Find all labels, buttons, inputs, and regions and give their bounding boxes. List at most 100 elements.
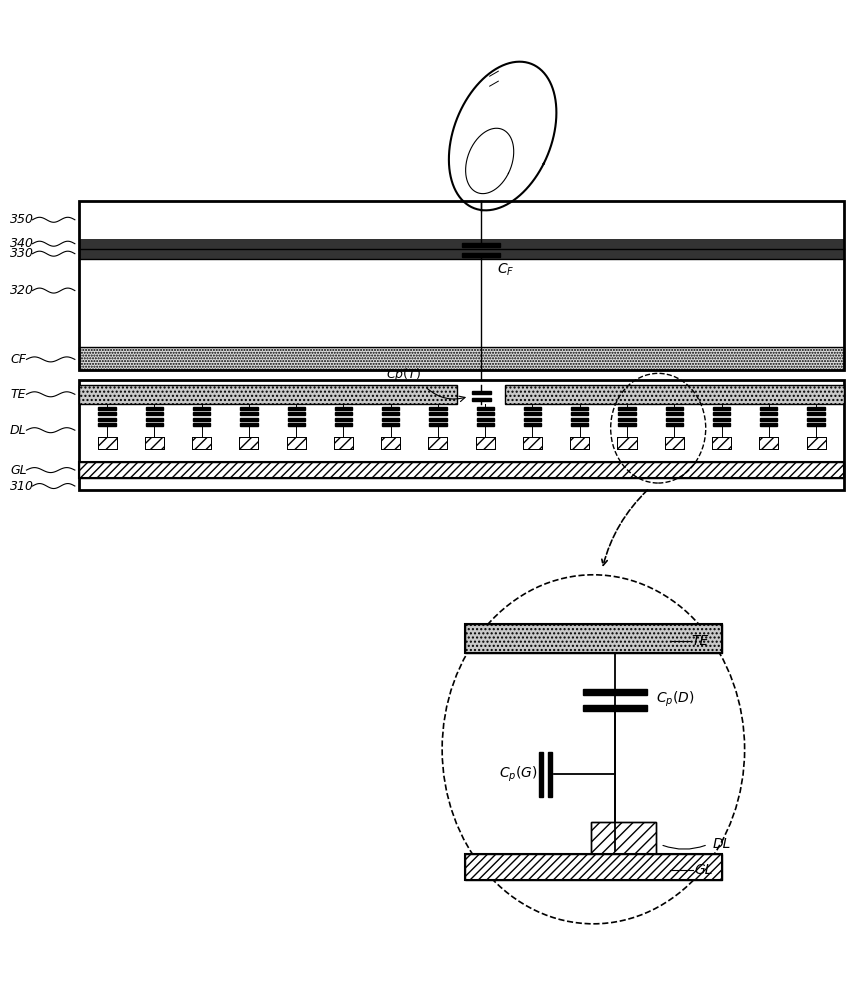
Bar bbox=[505, 385, 844, 404]
Bar bbox=[239, 437, 258, 449]
Bar bbox=[461, 243, 500, 247]
Bar bbox=[335, 418, 352, 421]
Bar bbox=[760, 407, 778, 410]
Bar bbox=[240, 407, 257, 410]
Bar bbox=[583, 705, 648, 711]
Bar bbox=[807, 423, 825, 426]
Bar bbox=[99, 418, 116, 421]
Text: TE: TE bbox=[692, 634, 708, 648]
Bar bbox=[145, 437, 164, 449]
Text: CF: CF bbox=[10, 353, 26, 366]
Text: 350: 350 bbox=[10, 213, 34, 226]
Text: 310: 310 bbox=[10, 480, 34, 493]
Bar bbox=[192, 437, 212, 449]
Bar bbox=[287, 437, 306, 449]
Bar bbox=[79, 239, 844, 249]
Bar bbox=[382, 407, 400, 410]
Bar bbox=[713, 418, 730, 421]
Bar bbox=[193, 418, 211, 421]
Text: TE: TE bbox=[10, 388, 25, 401]
Bar bbox=[618, 407, 636, 410]
Bar bbox=[760, 423, 778, 426]
Bar bbox=[524, 412, 541, 415]
Bar bbox=[524, 418, 541, 421]
Bar bbox=[807, 407, 825, 410]
Bar bbox=[240, 418, 257, 421]
Text: $Cp(T)$: $Cp(T)$ bbox=[386, 366, 420, 383]
Bar bbox=[79, 385, 457, 404]
Bar bbox=[807, 418, 825, 421]
Bar bbox=[382, 418, 400, 421]
Bar bbox=[472, 391, 491, 394]
Bar bbox=[240, 423, 257, 426]
Bar bbox=[760, 418, 778, 421]
Bar bbox=[472, 398, 491, 401]
Bar bbox=[524, 407, 541, 410]
Bar bbox=[477, 407, 494, 410]
Bar bbox=[99, 423, 116, 426]
Bar bbox=[79, 462, 844, 478]
Bar bbox=[382, 423, 400, 426]
Bar bbox=[192, 437, 212, 449]
Text: $C_F$: $C_F$ bbox=[497, 262, 514, 278]
Bar bbox=[98, 437, 117, 449]
Text: GL: GL bbox=[694, 863, 713, 877]
Bar bbox=[666, 412, 683, 415]
Text: DL: DL bbox=[712, 837, 731, 851]
Bar bbox=[287, 437, 306, 449]
Bar bbox=[335, 407, 352, 410]
Text: 340: 340 bbox=[10, 237, 34, 250]
Bar bbox=[146, 418, 163, 421]
Bar bbox=[591, 822, 656, 854]
Bar bbox=[334, 437, 353, 449]
Bar bbox=[548, 752, 552, 797]
Bar bbox=[428, 437, 447, 449]
Bar bbox=[666, 418, 683, 421]
Text: 320: 320 bbox=[10, 284, 34, 297]
Bar bbox=[617, 437, 636, 449]
Bar bbox=[523, 437, 542, 449]
Bar bbox=[465, 854, 722, 880]
Bar bbox=[429, 423, 447, 426]
Bar bbox=[381, 437, 401, 449]
Bar bbox=[539, 752, 544, 797]
Bar bbox=[382, 412, 400, 415]
Bar bbox=[79, 249, 844, 259]
Bar bbox=[476, 437, 495, 449]
Bar bbox=[712, 437, 731, 449]
Text: DL: DL bbox=[10, 424, 27, 437]
Bar bbox=[618, 418, 636, 421]
Bar bbox=[193, 407, 211, 410]
Bar bbox=[476, 437, 495, 449]
Bar bbox=[145, 437, 164, 449]
Bar bbox=[335, 423, 352, 426]
Bar bbox=[571, 407, 589, 410]
Bar bbox=[712, 437, 731, 449]
Text: $C_p(G)$: $C_p(G)$ bbox=[499, 765, 538, 784]
Bar bbox=[239, 437, 258, 449]
Bar bbox=[240, 412, 257, 415]
Bar bbox=[428, 437, 447, 449]
Bar bbox=[429, 407, 447, 410]
Bar bbox=[713, 407, 730, 410]
Text: $C_p(D)$: $C_p(D)$ bbox=[656, 690, 694, 709]
Bar bbox=[465, 854, 722, 880]
Bar bbox=[665, 437, 684, 449]
Bar bbox=[666, 407, 683, 410]
Bar bbox=[429, 412, 447, 415]
Bar bbox=[79, 462, 844, 478]
Bar bbox=[288, 407, 305, 410]
Bar bbox=[759, 437, 779, 449]
Bar bbox=[381, 437, 401, 449]
Bar bbox=[806, 437, 825, 449]
Bar bbox=[570, 437, 590, 449]
Bar bbox=[591, 822, 656, 854]
Bar bbox=[806, 437, 825, 449]
Bar bbox=[477, 423, 494, 426]
Bar bbox=[288, 412, 305, 415]
Text: GL: GL bbox=[10, 464, 27, 477]
Bar bbox=[571, 418, 589, 421]
Bar bbox=[465, 624, 722, 653]
Bar bbox=[146, 423, 163, 426]
Bar bbox=[759, 437, 779, 449]
